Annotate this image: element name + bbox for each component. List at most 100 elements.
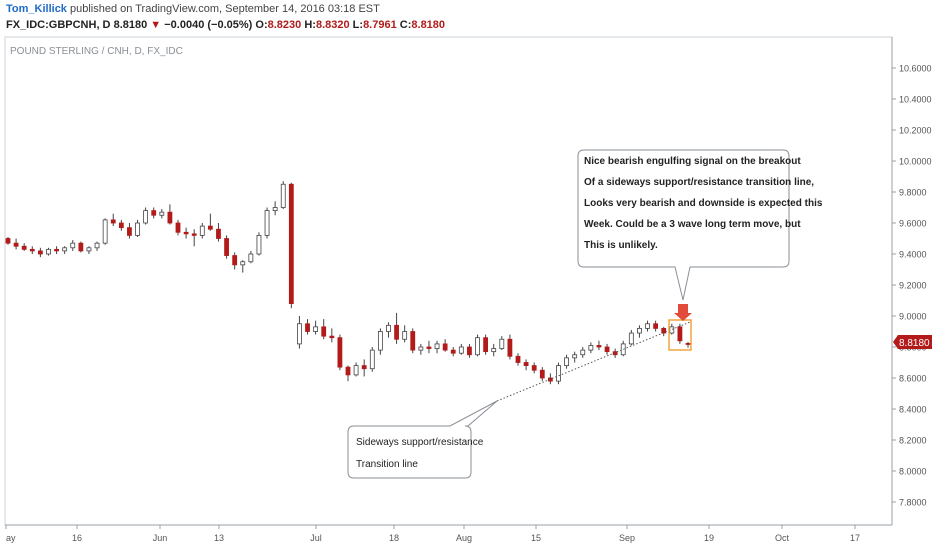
candle-body-up [556, 365, 561, 382]
candle-body-down [523, 362, 529, 366]
candle [588, 342, 594, 354]
candle-body-down [13, 242, 19, 247]
candle [418, 343, 424, 355]
candle-body-up [572, 354, 578, 359]
candle-body-up [499, 338, 505, 349]
candle-body-up [240, 261, 246, 266]
candle [531, 362, 537, 374]
candle [596, 340, 602, 351]
candle [410, 328, 416, 354]
last-price-tag-label: 8.8180 [899, 338, 930, 349]
candle [564, 354, 569, 369]
publish-info: Tom_Killick published on TradingView.com… [6, 3, 380, 15]
highlight-box[interactable] [668, 319, 692, 351]
y-tick-label: 9.4000 [899, 250, 927, 260]
y-tick-label: 10.2000 [899, 126, 932, 136]
candle-body-down [467, 346, 472, 356]
x-tick-label: Aug [456, 533, 472, 543]
candle [434, 340, 440, 354]
candle [556, 362, 561, 385]
symbol-label[interactable]: FX_IDC:GBPCNH, D [6, 19, 111, 31]
candle [159, 209, 165, 219]
x-tick-label: 13 [214, 533, 224, 543]
trendline-callout-bubble [347, 400, 498, 479]
close-value: 8.8180 [411, 19, 446, 31]
candle-body-down [127, 227, 132, 236]
candle [110, 213, 116, 227]
candle-body-down [183, 231, 189, 235]
candle-body-up [377, 331, 383, 351]
candle [62, 246, 68, 254]
candle [515, 353, 521, 366]
candle-body-down [685, 343, 691, 345]
candle [353, 362, 359, 377]
candle-body-down [547, 377, 553, 382]
candle-body-down [21, 245, 27, 250]
candle [442, 339, 448, 352]
high-label: H: [304, 19, 316, 31]
candle [232, 252, 238, 270]
down-arrow-icon [674, 304, 692, 321]
price-tag-shape [893, 335, 932, 349]
candle [29, 246, 35, 254]
candle [191, 229, 197, 247]
author-link[interactable]: Tom_Killick [6, 3, 67, 15]
candle-body-down [661, 327, 667, 334]
main-annotation[interactable]: Nice bearish engulfing signal on the bre… [577, 149, 823, 301]
candle [21, 243, 27, 251]
x-tick-label: 19 [704, 533, 714, 543]
chart-title: POUND STERLING / CNH, D, FX_IDC [10, 46, 183, 57]
candle-body-down [426, 346, 432, 349]
candle-body-down [442, 343, 448, 351]
candle-body-up [62, 247, 68, 252]
candle-body-up [402, 331, 408, 340]
candle [86, 246, 92, 254]
y-tick-label: 8.0000 [899, 467, 927, 477]
candle [102, 218, 108, 245]
candle-body-down [361, 365, 367, 370]
candle [394, 312, 399, 344]
candle-body-down [191, 233, 197, 236]
candle-body-down [450, 349, 456, 354]
candle-body-up [256, 234, 262, 255]
candle-body-down [78, 242, 84, 252]
candle-body-up [628, 332, 634, 345]
candle [499, 336, 505, 351]
callout-bubble [577, 149, 790, 301]
y-axis-ticks: 10.6000 10.4000 10.2000 10.0000 9.8000 9.6000… [892, 64, 932, 508]
candle [297, 316, 302, 349]
candle-body-up [135, 222, 140, 236]
candle [167, 204, 173, 225]
x-tick-label: Oct [775, 533, 790, 543]
candle-body-up [199, 225, 205, 236]
candle-body-down [410, 331, 416, 351]
candle [5, 236, 11, 245]
candle [604, 343, 610, 355]
candle-body-down [5, 238, 11, 244]
y-tick-label: 9.6000 [899, 219, 927, 229]
chart-header: Tom_Killick published on TradingView.com… [0, 0, 932, 36]
candle-body-up [70, 242, 76, 249]
candle-body-down [337, 337, 343, 368]
candle-body-down [232, 255, 238, 266]
close-label: C: [399, 19, 412, 31]
trendline-callout-line-1: Sideways support/resistance [356, 437, 484, 448]
candle [402, 325, 408, 343]
trendline-annotation[interactable]: Sideways support/resistance Transition l… [347, 400, 498, 479]
candle [467, 343, 472, 358]
candle [685, 342, 691, 348]
candle [183, 227, 189, 239]
candle-body-up [369, 349, 375, 370]
last-price: 8.8180 [113, 19, 148, 31]
candle-body-down [507, 338, 513, 357]
candle-body-up [491, 348, 497, 353]
y-tick-label: 10.4000 [899, 95, 932, 105]
candle [280, 181, 286, 210]
candle-body-down [207, 225, 213, 230]
candle-body-up [645, 323, 650, 329]
candle-body-down [321, 326, 327, 337]
candle-body-down [483, 337, 489, 353]
callout-line-2: Of a sideways support/resistance transit… [584, 177, 814, 188]
candle-body-up [386, 324, 391, 332]
